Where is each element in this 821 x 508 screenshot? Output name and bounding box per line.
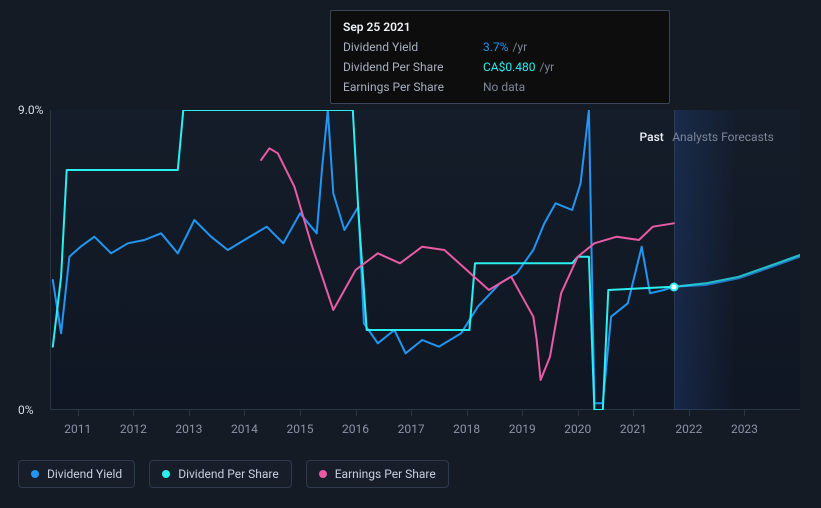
- past-zone-label: Past: [640, 130, 664, 144]
- legend-dot-icon: [162, 470, 170, 478]
- x-tick-label: 2021: [620, 422, 647, 436]
- legend-item[interactable]: Dividend Yield: [18, 460, 135, 488]
- x-tick: [522, 410, 523, 416]
- x-tick: [300, 410, 301, 416]
- x-tick-label: 2020: [564, 422, 591, 436]
- chart-lines: [50, 110, 800, 410]
- x-tick-label: 2018: [453, 422, 480, 436]
- x-tick: [578, 410, 579, 416]
- tooltip-value: No data: [483, 80, 525, 94]
- x-tick-label: 2022: [675, 422, 702, 436]
- tooltip-key: Earnings Per Share: [343, 80, 483, 94]
- x-tick: [689, 410, 690, 416]
- x-tick: [189, 410, 190, 416]
- legend-item[interactable]: Dividend Per Share: [149, 460, 292, 488]
- tooltip-key: Dividend Per Share: [343, 60, 483, 74]
- chart-container: 0% 9.0% 2011 2012 2013 2014 2015 2016 2017 2018 2…: [0, 0, 821, 508]
- tooltip-row: Dividend Per ShareCA$0.480/yr: [331, 57, 669, 77]
- forecast-zone-label: Analysts Forecasts: [672, 130, 774, 144]
- legend-item[interactable]: Earnings Per Share: [306, 460, 449, 488]
- x-tick: [411, 410, 412, 416]
- tooltip-row: Dividend Yield3.7% /yr: [331, 37, 669, 57]
- tooltip-panel: Sep 25 2021 Dividend Yield3.7%/yrDividen…: [330, 10, 670, 104]
- tooltip-key: Dividend Yield: [343, 40, 483, 54]
- legend-dot-icon: [319, 470, 327, 478]
- tooltip-unit: /yr: [540, 60, 555, 74]
- x-tick: [633, 410, 634, 416]
- x-tick-label: 2015: [287, 422, 314, 436]
- x-tick: [133, 410, 134, 416]
- x-tick: [78, 410, 79, 416]
- x-tick-label: 2023: [731, 422, 758, 436]
- tooltip-value: 3.7%: [483, 40, 508, 54]
- tooltip-date-text: Sep 25 2021: [343, 20, 411, 34]
- x-tick-label: 2019: [509, 422, 536, 436]
- x-tick: [467, 410, 468, 416]
- tooltip-unit: /yr: [512, 40, 527, 54]
- legend: Dividend Yield Dividend Per Share Earnings…: [18, 460, 449, 488]
- x-tick-label: 2011: [64, 422, 91, 436]
- x-tick: [244, 410, 245, 416]
- tooltip-value: CA$0.480: [483, 60, 536, 74]
- x-tick-label: 2013: [175, 422, 202, 436]
- x-tick-label: 2012: [120, 422, 147, 436]
- legend-label: Earnings Per Share: [335, 467, 436, 481]
- hover-marker: [669, 282, 678, 291]
- y-tick-label: 0%: [18, 403, 34, 417]
- x-tick-label: 2017: [398, 422, 425, 436]
- x-tick: [744, 410, 745, 416]
- x-tick-label: 2014: [231, 422, 258, 436]
- tooltip-date: Sep 25 2021: [331, 17, 669, 37]
- legend-label: Dividend Yield: [47, 467, 122, 481]
- legend-dot-icon: [31, 470, 39, 478]
- tooltip-row: Earnings Per ShareNo data: [331, 77, 669, 97]
- y-tick-label: 9.0%: [18, 103, 43, 117]
- x-tick-label: 2016: [342, 422, 369, 436]
- legend-label: Dividend Per Share: [178, 467, 279, 481]
- x-tick: [356, 410, 357, 416]
